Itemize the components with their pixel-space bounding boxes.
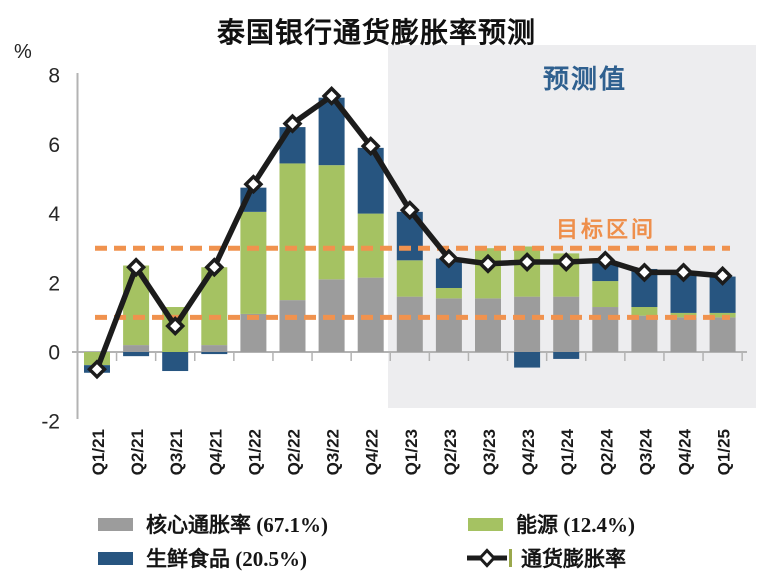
bar-segment-core-Q1/24 xyxy=(553,296,580,352)
bar-segment-energy-Q4/22 xyxy=(357,213,384,278)
x-label-Q3/23: Q3/23 xyxy=(480,429,499,475)
fresh-food-swatch xyxy=(98,551,133,565)
x-label-Q3/21: Q3/21 xyxy=(167,429,186,475)
bar-segment-energy-Q1/23 xyxy=(396,260,423,297)
inflation-marker-Q2/21 xyxy=(126,257,147,278)
bar-segment-energy-Q2/24 xyxy=(592,281,619,308)
inflation-marker-Q1/23 xyxy=(399,200,420,221)
inflation-marker-Q2/22 xyxy=(282,113,303,134)
x-label-Q2/21: Q2/21 xyxy=(128,429,147,475)
bar-segment-core-Q2/24 xyxy=(592,307,619,352)
x-label-Q2/24: Q2/24 xyxy=(597,428,616,475)
y-tick-label-6: 6 xyxy=(48,134,60,157)
bar-segment-energy-Q2/22 xyxy=(279,163,306,301)
core-inflation-swatch xyxy=(98,517,133,531)
inflation-marker-Q2/23 xyxy=(438,248,459,269)
energy-swatch xyxy=(468,517,503,531)
y-tick-label-4: 4 xyxy=(48,203,60,226)
chart-title: 泰国银行通货膨胀率预测 xyxy=(216,17,536,48)
x-label-Q1/25: Q1/25 xyxy=(715,429,734,475)
x-label-Q1/23: Q1/23 xyxy=(402,429,421,475)
x-label-Q4/23: Q4/23 xyxy=(519,429,538,475)
inflation-marker-Q3/21 xyxy=(165,316,186,337)
x-label-Q4/22: Q4/22 xyxy=(363,429,382,475)
bar-segment-core-Q3/23 xyxy=(475,298,501,352)
inflation-marker-Q4/21 xyxy=(204,257,225,278)
legend-divider xyxy=(509,549,512,567)
x-label-Q4/21: Q4/21 xyxy=(206,429,225,475)
bar-segment-core-Q2/22 xyxy=(279,300,306,352)
bar-segment-energy-Q3/22 xyxy=(318,165,345,280)
bar-segment-core-Q2/23 xyxy=(435,298,462,352)
legend-label-fresh-food: 生鲜食品 (20.5%) xyxy=(146,547,307,571)
x-label-Q3/24: Q3/24 xyxy=(636,428,655,475)
bar-segment-core-Q3/24 xyxy=(631,315,658,352)
x-label-Q4/24: Q4/24 xyxy=(676,428,695,475)
bar-segment-fresh_food-Q3/21 xyxy=(162,352,189,372)
inflation-line-legend-icon xyxy=(467,548,507,568)
inflation-marker-Q3/22 xyxy=(321,85,342,106)
y-tick-label--2: -2 xyxy=(41,411,60,434)
inflation-marker-Q1/24 xyxy=(556,252,577,273)
target-range-label: 目标区间 xyxy=(555,217,656,242)
bar-segment-core-Q1/25 xyxy=(709,317,736,352)
bar-segment-energy-Q2/23 xyxy=(435,287,462,299)
x-label-Q2/23: Q2/23 xyxy=(441,429,460,475)
bar-segment-core-Q2/21 xyxy=(123,345,150,352)
y-tick-label-2: 2 xyxy=(48,272,60,295)
bar-segment-core-Q4/21 xyxy=(201,345,228,352)
inflation-marker-Q3/24 xyxy=(634,262,655,283)
bar-segment-fresh_food-Q4/23 xyxy=(514,352,541,368)
bar-segment-core-Q1/22 xyxy=(240,313,267,352)
legend-item-energy: 能源 (12.4%) xyxy=(468,509,635,539)
x-label-Q1/24: Q1/24 xyxy=(558,428,577,475)
inflation-marker-Q2/24 xyxy=(595,250,616,271)
legend-item-core: 核心通胀率 (67.1%) xyxy=(98,509,328,539)
legend-label-core: 核心通胀率 (67.1%) xyxy=(146,513,328,537)
inflation-marker-Q3/23 xyxy=(478,253,498,274)
inflation-marker-Q4/22 xyxy=(360,136,381,157)
bar-segment-fresh_food-Q2/24 xyxy=(592,262,619,282)
bar-segment-energy-Q3/24 xyxy=(631,307,658,316)
x-label-Q2/22: Q2/22 xyxy=(285,429,304,475)
legend-label-energy: 能源 (12.4%) xyxy=(516,513,635,537)
legend-label-inflation: 通货膨胀率 xyxy=(521,547,626,571)
bar-segment-fresh_food-Q4/21 xyxy=(201,352,228,355)
bar-segment-fresh_food-Q2/21 xyxy=(123,352,150,357)
inflation-marker-Q1/21 xyxy=(87,359,107,380)
y-axis-unit-label: % xyxy=(14,41,32,63)
bar-segment-fresh_food-Q1/24 xyxy=(553,352,580,359)
inflation-marker-Q4/23 xyxy=(517,252,538,273)
x-label-Q3/22: Q3/22 xyxy=(324,429,343,475)
inflation-marker-Q4/24 xyxy=(673,262,694,283)
y-tick-label-0: 0 xyxy=(48,342,60,365)
inflation-marker-Q1/25 xyxy=(712,265,733,286)
bar-segment-core-Q4/22 xyxy=(357,277,384,352)
forecast-region-label: 预测值 xyxy=(542,65,627,94)
bar-segment-core-Q4/23 xyxy=(514,296,541,352)
bar-segment-core-Q4/24 xyxy=(670,317,697,352)
x-label-Q1/22: Q1/22 xyxy=(245,429,264,475)
bar-segment-energy-Q4/24 xyxy=(670,312,697,318)
inflation-marker-Q1/22 xyxy=(243,174,264,195)
x-label-Q1/21: Q1/21 xyxy=(89,429,108,475)
bar-segment-core-Q1/23 xyxy=(396,296,423,352)
bar-segment-energy-Q1/22 xyxy=(240,211,267,314)
legend-item-fresh-food: 生鲜食品 (20.5%) xyxy=(98,543,307,573)
y-tick-label-8: 8 xyxy=(48,65,60,88)
legend-item-inflation-line: 通货膨胀率 xyxy=(466,543,626,573)
